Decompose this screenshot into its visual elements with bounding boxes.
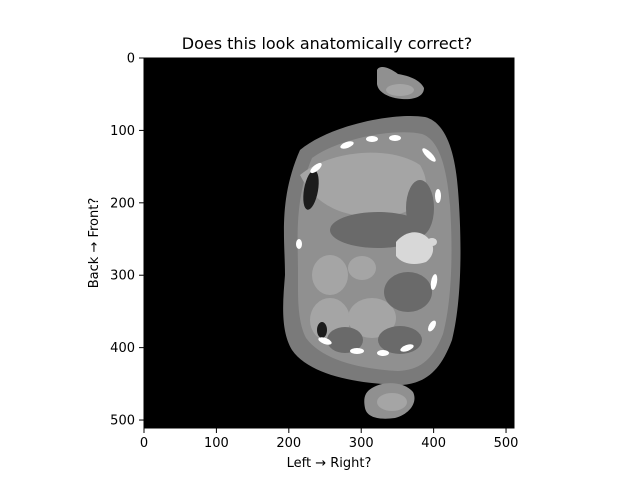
vertebra	[396, 232, 434, 264]
organ-left-kidney	[327, 327, 363, 353]
x-tick-label: 0	[140, 436, 148, 451]
y-axis-ticks: 0 100 200 300 400 500	[110, 52, 144, 429]
y-tick-label: 100	[110, 124, 135, 139]
rib-bone	[366, 136, 378, 142]
rib-bone	[422, 148, 436, 162]
organ-right-upper	[406, 180, 434, 236]
organ-right-kidney	[378, 326, 422, 354]
y-tick-label: 500	[110, 414, 135, 429]
organ-liver	[300, 152, 426, 217]
rib-bone	[435, 189, 441, 203]
x-tick-label: 500	[494, 436, 519, 451]
y-tick-label: 400	[110, 341, 135, 356]
x-tick-label: 200	[276, 436, 301, 451]
organ-right-mid	[384, 272, 432, 312]
y-tick-label: 0	[127, 52, 135, 67]
rib-bone	[296, 239, 302, 249]
rib-bone	[389, 135, 401, 141]
x-tick-label: 400	[421, 436, 446, 451]
chart-title: Does this look anatomically correct?	[182, 34, 472, 53]
bottom-blob-inner	[377, 393, 407, 411]
ct-slice-image	[283, 67, 461, 419]
y-tick-label: 300	[110, 269, 135, 284]
y-tick-label: 200	[110, 196, 135, 211]
air-pocket-left	[303, 170, 319, 210]
x-axis-label: Left → Right?	[287, 456, 372, 471]
plot-frame	[143, 57, 515, 429]
rib-bone	[340, 141, 354, 149]
organ-left-bowel	[312, 255, 348, 295]
plot-area	[143, 57, 515, 429]
rib-bone	[318, 337, 332, 345]
organ-center-lower	[348, 298, 396, 338]
top-blob-inner	[386, 84, 414, 96]
rib-bone	[428, 320, 436, 332]
vertebra-process	[427, 238, 437, 246]
x-axis-ticks: 0 100 200 300 400 500	[140, 428, 519, 451]
rib-bone	[350, 348, 364, 354]
rib-bone	[400, 344, 414, 352]
x-tick-label: 100	[204, 436, 229, 451]
organ-mid-bowel	[348, 256, 376, 280]
rib-bone	[430, 274, 438, 290]
air-pocket-lower	[317, 322, 327, 338]
rib-bone	[310, 162, 322, 174]
x-tick-label: 300	[349, 436, 374, 451]
rib-bone	[377, 350, 389, 356]
y-axis-label: Back → Front?	[87, 198, 102, 289]
